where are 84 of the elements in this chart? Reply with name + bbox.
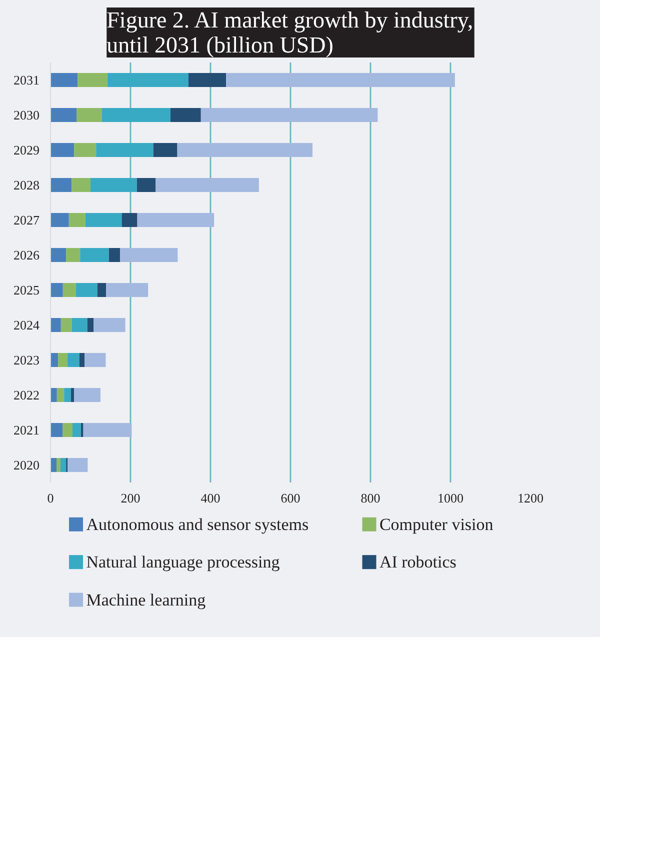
- legend-label: Computer vision: [379, 514, 494, 534]
- bar: [84, 353, 106, 367]
- bar: [56, 458, 60, 472]
- bar: [62, 423, 72, 437]
- x-tick-label: 200: [120, 490, 140, 506]
- legend-label: Machine learning: [86, 590, 206, 610]
- legend-label: Autonomous and sensor systems: [86, 514, 309, 534]
- y-tick-label: 2021: [14, 422, 40, 438]
- bar: [50, 318, 61, 332]
- bar: [177, 143, 312, 157]
- bar: [50, 388, 57, 402]
- bar: [74, 388, 100, 402]
- bar: [107, 73, 188, 87]
- legend-label: AI robotics: [379, 552, 456, 572]
- y-tick-label: 2023: [14, 352, 40, 368]
- bar: [97, 283, 106, 297]
- bar: [50, 143, 74, 157]
- bar: [80, 423, 84, 437]
- bar: [94, 318, 126, 332]
- bar: [87, 318, 94, 332]
- bar: [66, 248, 80, 262]
- bar: [72, 423, 81, 437]
- bar: [200, 108, 378, 122]
- bar: [102, 108, 170, 122]
- bar: [79, 353, 84, 367]
- bar: [137, 213, 214, 227]
- bar: [122, 213, 138, 227]
- bar: [68, 213, 86, 227]
- x-tick-label: 800: [360, 490, 380, 506]
- bar: [170, 108, 201, 122]
- y-tick-label: 2031: [14, 72, 40, 88]
- y-tick-label: 2026: [14, 248, 40, 262]
- bar: [76, 108, 102, 122]
- bar: [56, 388, 64, 402]
- y-tick-label: 2028: [14, 178, 40, 192]
- bar: [72, 318, 88, 332]
- bar: [67, 353, 80, 367]
- bar: [72, 178, 90, 192]
- bar: [74, 143, 96, 157]
- bar: [50, 353, 58, 367]
- bar: [90, 178, 137, 192]
- y-tick-label: 2025: [14, 282, 40, 298]
- bar: [50, 178, 72, 192]
- bar: [50, 458, 56, 472]
- y-tick-label: 2022: [14, 388, 40, 402]
- bar: [120, 248, 178, 262]
- x-tick-label: 1000: [438, 490, 464, 506]
- x-tick-label: 400: [200, 490, 220, 506]
- bar: [85, 213, 122, 227]
- bar: [60, 458, 66, 472]
- bar: [70, 388, 74, 402]
- bar: [188, 73, 226, 87]
- bar: [136, 178, 156, 192]
- x-tick-label: 1200: [518, 490, 544, 506]
- bar: [50, 73, 78, 87]
- bar: [62, 283, 76, 297]
- bar: [96, 143, 154, 157]
- y-tick-label: 2030: [14, 108, 40, 122]
- bar: [50, 283, 63, 297]
- chart-title: Figure 2. AI market growth by industry, until 2031 (billion USD): [106, 8, 474, 58]
- x-tick-label: 600: [280, 490, 300, 506]
- bar: [76, 283, 98, 297]
- bar: [106, 283, 148, 297]
- bar: [68, 458, 88, 472]
- bar: [50, 423, 62, 437]
- legend-label: Natural language processing: [86, 552, 280, 572]
- y-tick-label: 2027: [14, 212, 40, 228]
- bar: [60, 318, 72, 332]
- y-tick-label: 2020: [14, 458, 40, 472]
- x-tick-label: 0: [47, 490, 54, 506]
- bar: [50, 108, 76, 122]
- bar: [58, 353, 68, 367]
- bar: [83, 423, 132, 437]
- bar: [80, 248, 109, 262]
- bar: [108, 248, 120, 262]
- y-tick-label: 2029: [14, 142, 40, 158]
- bar: [50, 248, 66, 262]
- bar: [153, 143, 178, 157]
- bar: [78, 73, 108, 87]
- bar: [226, 73, 455, 87]
- bar: [64, 388, 71, 402]
- bar: [50, 213, 69, 227]
- bar: [156, 178, 259, 192]
- y-tick-label: 2024: [14, 318, 40, 332]
